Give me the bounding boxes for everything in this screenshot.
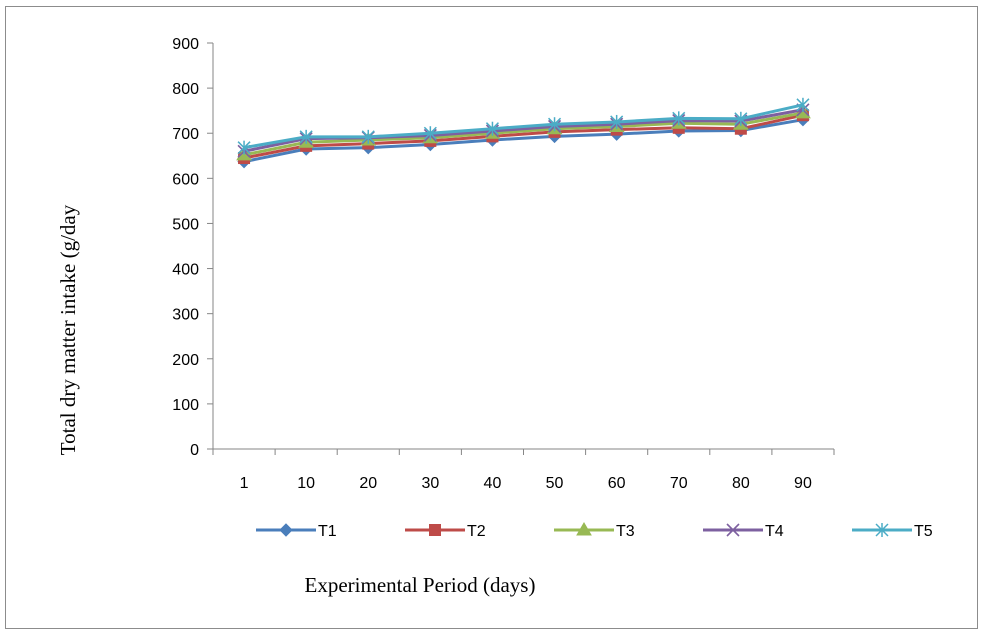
legend-item-t3: T3 xyxy=(554,522,635,540)
x-tick-label: 40 xyxy=(484,475,502,492)
data-point-t5 xyxy=(548,117,562,132)
y-tick-label: 0 xyxy=(190,442,199,459)
legend-marker-t2 xyxy=(429,524,441,536)
series-line-t5 xyxy=(243,103,804,150)
series-t5 xyxy=(237,97,810,155)
x-tick-label: 60 xyxy=(608,475,626,492)
x-tick-label: 80 xyxy=(732,475,750,492)
y-tick-label: 500 xyxy=(172,216,199,233)
legend: T1 T2 T3 T4 T5 xyxy=(256,522,933,540)
data-point-t5 xyxy=(423,126,437,141)
series-line-t2 xyxy=(243,113,804,160)
data-point-t5 xyxy=(610,114,624,129)
y-axis-title: Total dry matter intake (g/day xyxy=(56,204,80,455)
legend-label-t3: T3 xyxy=(616,523,635,540)
legend-item-t1: T1 xyxy=(256,523,337,540)
y-tick-label: 200 xyxy=(172,352,199,369)
legend-marker-t3 xyxy=(576,522,592,536)
legend-marker-t4 xyxy=(726,523,740,537)
chart-area xyxy=(5,6,978,629)
y-tick-label: 600 xyxy=(172,171,199,188)
legend-label-t4: T4 xyxy=(765,523,784,540)
x-tick-label: 20 xyxy=(359,475,377,492)
data-point-t5 xyxy=(237,140,251,155)
x-tick-label: 50 xyxy=(546,475,564,492)
y-tick-label: 400 xyxy=(172,262,199,279)
data-point-t5 xyxy=(796,97,810,112)
x-tick-label: 30 xyxy=(421,475,439,492)
data-point-t5 xyxy=(672,111,686,126)
legend-marker-t1 xyxy=(279,523,293,537)
plot-series xyxy=(236,97,811,169)
x-tick-label: 70 xyxy=(670,475,688,492)
legend-item-t2: T2 xyxy=(405,523,486,540)
y-tick-label: 700 xyxy=(172,126,199,143)
y-axis: 0 100 200 300 400 500 600 700 800 900 xyxy=(172,36,214,459)
x-tick-label: 10 xyxy=(297,475,315,492)
legend-marker-t5 xyxy=(875,523,889,537)
legend-label-t1: T1 xyxy=(318,523,337,540)
data-point-t5 xyxy=(485,121,499,136)
legend-item-t5: T5 xyxy=(852,523,933,540)
y-tick-label: 100 xyxy=(172,397,199,414)
x-tick-label: 90 xyxy=(794,475,812,492)
legend-item-t4: T4 xyxy=(703,523,784,540)
x-axis: 1 10 20 30 40 50 60 70 80 90 xyxy=(212,448,835,492)
data-point-t5 xyxy=(734,111,748,126)
y-tick-label: 800 xyxy=(172,81,199,98)
x-tick-label: 1 xyxy=(240,475,249,492)
data-point-t5 xyxy=(361,129,375,144)
series-line-t1 xyxy=(243,118,804,164)
data-point-t5 xyxy=(299,129,313,144)
y-tick-label: 900 xyxy=(172,36,199,53)
legend-label-t5: T5 xyxy=(914,523,933,540)
y-tick-label: 300 xyxy=(172,307,199,324)
series-line-t3 xyxy=(243,111,804,157)
x-axis-title: Experimental Period (days) xyxy=(305,573,536,597)
legend-label-t2: T2 xyxy=(467,523,486,540)
